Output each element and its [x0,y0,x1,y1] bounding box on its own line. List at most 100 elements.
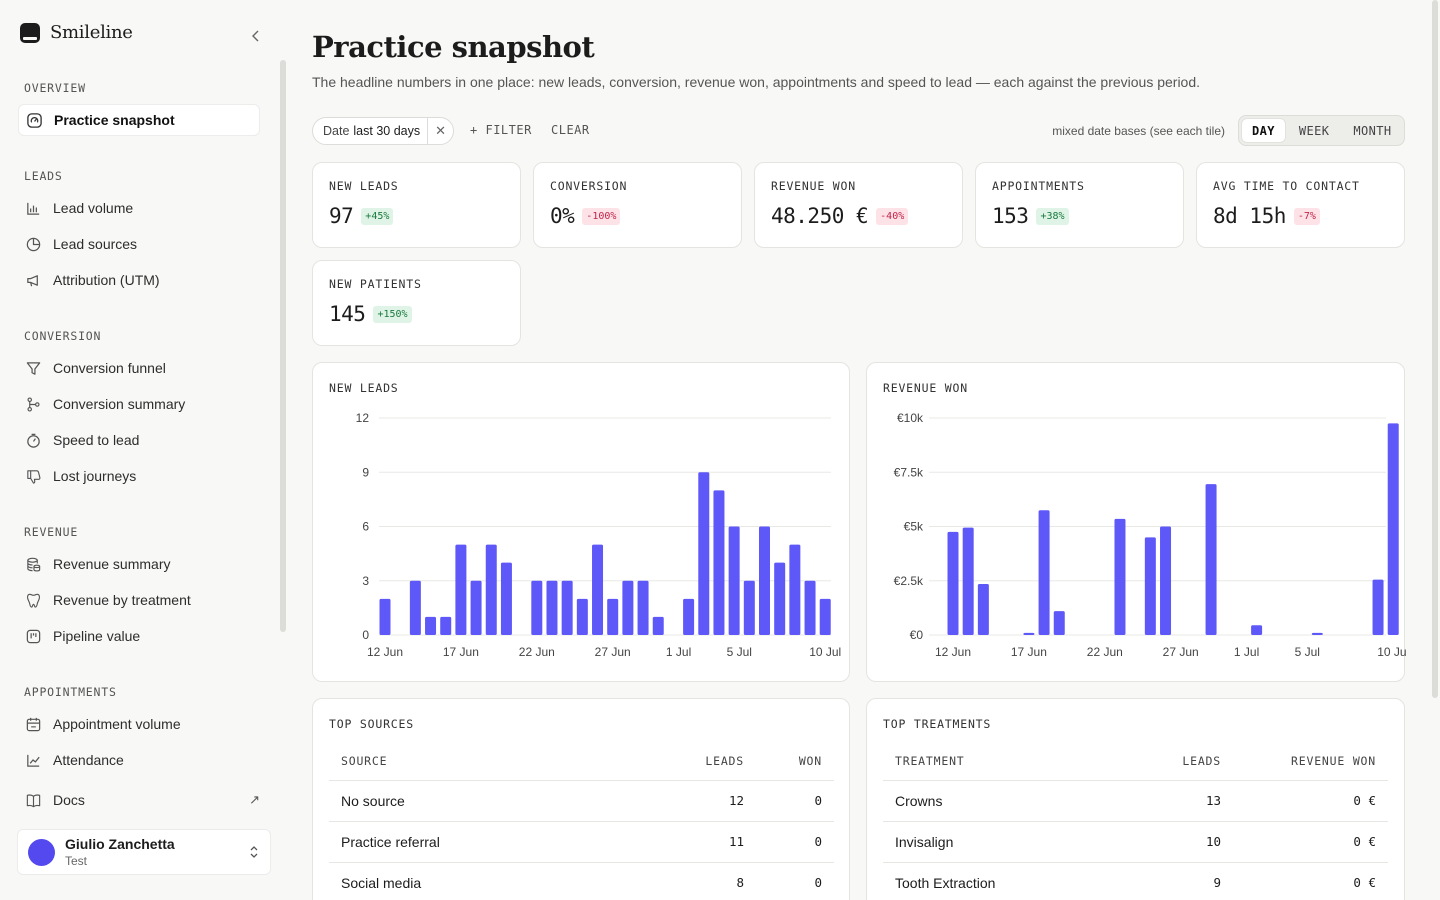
kpi-revenue-won[interactable]: REVENUE WON 48.250 € -40% [754,162,963,248]
sidebar-item-label: Revenue by treatment [53,592,191,608]
chart-bar[interactable] [440,616,452,635]
chart-bar[interactable] [947,531,959,635]
user-menu[interactable]: Giulio Zanchetta Test [17,829,271,875]
chart-bar[interactable] [592,544,604,635]
kpi-new-patients[interactable]: NEW PATIENTS 145 +150% [312,260,521,346]
chart-bar[interactable] [819,598,831,635]
sidebar-item-revenue-summary[interactable]: Revenue summary [18,548,260,580]
granularity-month[interactable]: MONTH [1353,123,1392,138]
granularity-day[interactable]: DAY [1242,119,1285,142]
chart-bar[interactable] [1038,510,1050,635]
sidebar-item-practice-snapshot[interactable]: Practice snapshot [18,104,260,136]
chart-bar[interactable] [1311,632,1323,635]
chart-bar[interactable] [1251,625,1263,635]
chart-bar[interactable] [1372,579,1384,635]
chart-bar[interactable] [1160,526,1172,636]
chart-bar[interactable] [698,472,710,635]
kpi-appointments[interactable]: APPOINTMENTS 153 +38% [975,162,1184,248]
leads-count: 10 [1113,821,1233,863]
chart-bar[interactable] [743,580,755,635]
chart-bar[interactable] [470,580,482,635]
column-header[interactable]: REVENUE WON [1233,743,1388,781]
chart-bar[interactable] [789,544,801,635]
chart-bar[interactable] [1387,423,1399,635]
kpi-avg-time-to-contact[interactable]: AVG TIME TO CONTACT 8d 15h -7% [1196,162,1405,248]
x-tick-label: 1 Jul [666,645,691,659]
kpi-value: 48.250 € [771,204,869,228]
chart-bar[interactable] [500,562,512,635]
chart-bar[interactable] [455,544,467,635]
table-row[interactable]: Tooth Extraction 9 0 € [883,862,1388,900]
chart-bar[interactable] [409,580,421,635]
chart-bar[interactable] [637,580,649,635]
top-treatments-table: TREATMENT LEADS REVENUE WON Crowns 13 0 € … [883,743,1388,900]
sidebar-item-docs[interactable]: Docs ↗ [18,784,260,816]
sidebar-item-speed-to-lead[interactable]: Speed to lead [18,424,260,456]
section-title-revenue: REVENUE [24,525,79,539]
chart-bar[interactable] [607,598,619,635]
chart-bar[interactable] [561,580,573,635]
chart-bar[interactable] [652,616,664,635]
table-row[interactable]: Invisalign 10 0 € [883,821,1388,863]
column-header[interactable]: LEADS [1113,743,1233,781]
chart-bar[interactable] [774,562,786,635]
table-row[interactable]: Practice referral 11 0 [329,821,834,863]
x-tick-label: 10 Jul [1377,645,1406,659]
chart-bar[interactable] [531,580,543,635]
table-row[interactable]: No source 12 0 [329,780,834,822]
sidebar-item-appointment-volume[interactable]: Appointment volume [18,708,260,740]
column-header[interactable]: TREATMENT [883,743,1113,781]
column-header[interactable]: SOURCE [329,743,636,781]
chart-bar[interactable] [728,526,740,636]
table-row[interactable]: Crowns 13 0 € [883,780,1388,822]
column-header[interactable]: LEADS [636,743,756,781]
y-tick-label: 0 [362,628,369,642]
chart-bar[interactable] [1144,537,1156,635]
chart-bar[interactable] [759,526,770,636]
chart-bar[interactable] [546,580,558,635]
sidebar-item-conversion-funnel[interactable]: Conversion funnel [18,352,260,384]
chart-bar[interactable] [379,598,391,635]
sidebar: Smileline OVERVIEW Practice snapshot LEA… [0,0,288,900]
column-header[interactable]: WON [756,743,834,781]
chart-bar[interactable] [485,544,497,635]
chart-bar[interactable] [1053,611,1065,635]
collapse-sidebar-chevron-left-icon[interactable] [248,28,264,44]
chart-bar[interactable] [1205,484,1217,635]
chart-bar[interactable] [977,584,989,635]
sidebar-item-attribution[interactable]: Attribution (UTM) [18,264,260,296]
brand-name: Smileline [50,22,133,43]
add-filter-button[interactable]: + FILTER [470,123,532,137]
sidebar-item-lead-sources[interactable]: Lead sources [18,228,260,260]
sidebar-item-attendance[interactable]: Attendance [18,744,260,776]
coins-icon [27,557,41,571]
granularity-week[interactable]: WEEK [1298,123,1330,138]
chart-bar[interactable] [1114,518,1126,635]
chart-bar[interactable] [713,490,725,635]
kpi-label: AVG TIME TO CONTACT [1213,179,1360,193]
sidebar-item-label: Attribution (UTM) [53,272,160,288]
sidebar-item-conversion-summary[interactable]: Conversion summary [18,388,260,420]
sidebar-item-pipeline-value[interactable]: Pipeline value [18,620,260,652]
brand[interactable]: Smileline [20,22,133,43]
external-link-icon: ↗ [249,792,260,807]
chart-bar[interactable] [683,598,695,635]
clear-filters-button[interactable]: CLEAR [551,123,590,137]
sidebar-item-lost-journeys[interactable]: Lost journeys [18,460,260,492]
page-scrollbar[interactable] [1432,0,1438,698]
sidebar-scrollbar[interactable] [280,60,286,632]
date-filter-chip[interactable]: Date last 30 days ✕ [312,117,455,145]
remove-filter-close-icon[interactable]: ✕ [427,118,453,144]
chart-bar[interactable] [1023,632,1035,635]
table-row[interactable]: Social media 8 0 [329,862,834,900]
sidebar-item-label: Appointment volume [53,716,181,732]
chart-bar[interactable] [804,580,816,635]
chart-bar[interactable] [622,580,634,635]
kpi-conversion[interactable]: CONVERSION 0% -100% [533,162,742,248]
chart-bar[interactable] [425,616,437,635]
chart-bar[interactable] [962,527,974,635]
sidebar-item-revenue-by-treatment[interactable]: Revenue by treatment [18,584,260,616]
sidebar-item-lead-volume[interactable]: Lead volume [18,192,260,224]
kpi-new-leads[interactable]: NEW LEADS 97 +45% [312,162,521,248]
chart-bar[interactable] [576,598,588,635]
